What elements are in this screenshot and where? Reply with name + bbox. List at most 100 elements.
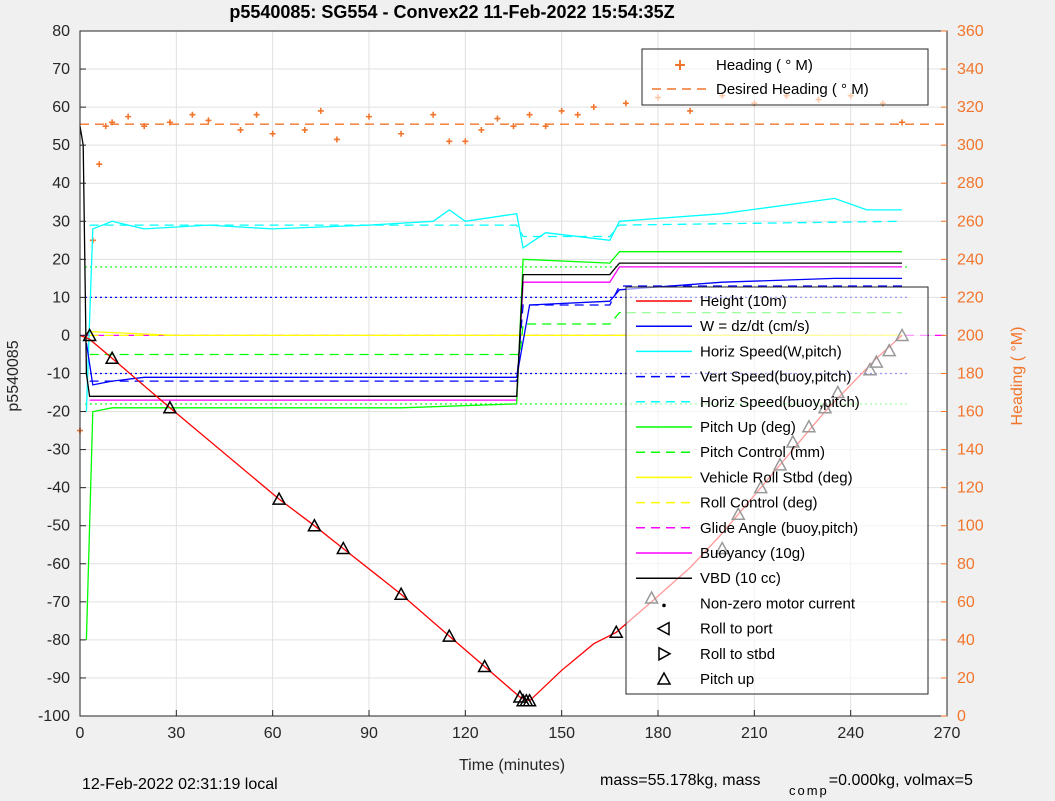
legend-label: Buoyancy (10g) <box>700 545 805 562</box>
footer-mass-suffix: =0.000kg, volmax=5 <box>828 772 973 789</box>
heading-legend-label: Heading ( ° M) <box>716 57 813 74</box>
y-tick-label: 0 <box>61 327 70 344</box>
pitch-up-marker <box>162 400 178 414</box>
x-tick-label: 270 <box>934 725 961 742</box>
y2-tick-label: 40 <box>957 632 975 649</box>
y-tick-label: 30 <box>52 213 70 230</box>
heading-point <box>622 100 629 107</box>
y-tick-label: -100 <box>38 708 70 725</box>
pitch-up-marker <box>271 491 287 505</box>
pitch-up-marker <box>82 327 97 342</box>
x-tick-label: 150 <box>548 725 575 742</box>
y2-tick-label: 360 <box>957 23 984 40</box>
pitch-up-marker <box>442 628 457 642</box>
x-tick-label: 30 <box>167 725 185 742</box>
heading-point <box>430 111 437 118</box>
heading-point <box>301 126 308 133</box>
pitch-up-marker <box>393 586 409 600</box>
legend-label: W = dz/dt (cm/s) <box>700 318 810 335</box>
heading-point <box>237 126 244 133</box>
y2-tick-label: 120 <box>957 480 984 497</box>
legend-label: Horiz Speed(W,pitch) <box>700 343 842 360</box>
heading-point <box>317 107 324 114</box>
y2-tick-label: 160 <box>957 404 984 421</box>
y-tick-label: 40 <box>52 175 70 192</box>
y-tick-label: -60 <box>47 556 70 573</box>
y-tick-label: -30 <box>47 442 70 459</box>
y2-tick-label: 180 <box>957 366 984 383</box>
heading-legend-box <box>641 48 929 106</box>
heading-point <box>510 123 517 130</box>
heading-point <box>446 138 453 145</box>
y2-tick-label: 260 <box>957 213 984 230</box>
legend-sample <box>656 621 670 636</box>
heading-point <box>526 111 533 118</box>
heading-point <box>269 130 276 137</box>
pitch-up-marker <box>336 540 351 555</box>
legend-label: Vehicle Roll Stbd (deg) <box>700 469 853 486</box>
footer-mass-info: mass=55.178kg, mass comp=0.000kg, volmax… <box>600 772 973 798</box>
series-line <box>85 197 902 412</box>
series-line <box>89 266 902 401</box>
heading-point <box>899 119 906 126</box>
heading-point <box>366 113 372 120</box>
y2-tick-label: 240 <box>957 251 984 268</box>
y-tick-label: -10 <box>47 366 70 383</box>
legend-label: Height (10m) <box>700 293 787 310</box>
heading-point <box>125 113 132 120</box>
x-axis-label: Time (minutes) <box>459 757 565 774</box>
legend-label: Non-zero motor current <box>700 595 856 612</box>
y-tick-label: 10 <box>52 289 70 306</box>
heading-point <box>166 119 173 126</box>
chart-title: p5540085: SG554 - Convex22 11-Feb-2022 1… <box>229 2 674 22</box>
heading-point <box>590 104 597 111</box>
footer-mass-sub: comp <box>788 783 829 798</box>
heading-point <box>478 126 485 133</box>
legend-label: Roll to port <box>700 621 773 638</box>
heading-legend: Heading ( ° M) Desired Heading ( ° M) <box>641 48 929 106</box>
y2-tick-label: 220 <box>957 289 984 306</box>
y2-tick-label: 300 <box>957 137 984 154</box>
legend-label: Roll to stbd <box>700 646 775 663</box>
y2-tick-label: 320 <box>957 99 984 116</box>
y2-tick-label: 0 <box>957 708 966 725</box>
legend-sample <box>656 671 672 685</box>
heading-legend-label: Desired Heading ( ° M) <box>716 81 869 98</box>
series-line <box>89 220 903 238</box>
x-tick-label: 60 <box>264 725 282 742</box>
pitch-up-marker <box>307 518 322 532</box>
legend-label: Horiz Speed(buoy,pitch) <box>700 394 860 411</box>
y-tick-label: -80 <box>47 632 70 649</box>
legend-label: Vert Speed(buoy,pitch) <box>700 369 851 386</box>
x-tick-label: 120 <box>452 725 479 742</box>
legend-sample <box>675 60 685 70</box>
legend-label: Pitch up <box>700 671 754 688</box>
series-line <box>85 277 902 386</box>
y2-tick-label: 60 <box>957 594 975 611</box>
heading-point <box>558 107 565 114</box>
footer-local-time: 12-Feb-2022 02:31:19 local <box>82 776 278 793</box>
x-tick-label: 0 <box>76 725 85 742</box>
heading-point <box>189 111 196 118</box>
y-tick-label: -20 <box>47 404 70 421</box>
y2-tick-label: 140 <box>957 442 984 459</box>
y-tick-label: 50 <box>52 137 70 154</box>
heading-point <box>253 111 260 118</box>
y2-axis-label: Heading ( °M) <box>1009 327 1026 426</box>
pitch-up-marker <box>104 350 120 365</box>
heading-point <box>398 130 405 137</box>
x-tick-label: 210 <box>741 725 768 742</box>
series-line <box>85 251 902 640</box>
series-line <box>89 285 902 382</box>
y2-tick-label: 20 <box>957 670 975 687</box>
legend-label: Roll Control (deg) <box>700 495 818 512</box>
pitch-up-marker <box>608 624 624 639</box>
y-axis-label: p5540085 <box>5 340 22 411</box>
legend-sample <box>658 646 672 662</box>
y2-tick-label: 280 <box>957 175 984 192</box>
y-tick-label: 20 <box>52 251 70 268</box>
x-axis-ticks: 0 30 60 90 120 150 180 210 240 270 <box>76 710 961 742</box>
main-legend-box <box>625 286 929 695</box>
y-tick-label: -90 <box>47 670 70 687</box>
